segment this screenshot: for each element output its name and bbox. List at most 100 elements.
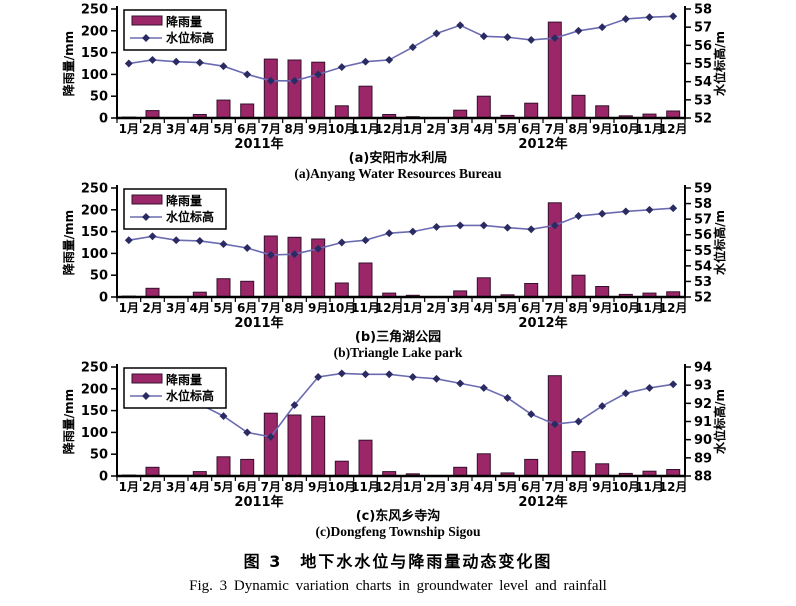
diamond-marker-icon (479, 221, 488, 230)
month-label: 3月 (166, 301, 186, 315)
right-tick-label: 53 (694, 93, 712, 108)
rainfall-bar (453, 466, 468, 477)
diamond-marker-icon (645, 13, 654, 22)
month-label: 9月 (592, 301, 612, 315)
left-tick-label: 250 (81, 182, 108, 197)
year-label: 2011年 (234, 136, 283, 152)
year-label: 2012年 (518, 494, 567, 510)
diamond-marker-icon (408, 43, 417, 52)
month-label: 3月 (450, 480, 470, 494)
diamond-marker-icon (337, 63, 346, 72)
chart-b-block: 降雨量 水位标高 0 50 100 150 200 250 52 53 54 55 56 57 58 59 1月… (0, 181, 796, 361)
month-label: 9月 (592, 122, 612, 136)
month-label: 5月 (497, 480, 517, 494)
diamond-marker-icon (124, 59, 133, 68)
month-label: 2月 (142, 301, 162, 315)
rainfall-bar (334, 282, 349, 298)
water-level-line (128, 15, 674, 82)
month-label: 6月 (521, 122, 541, 136)
month-label: 10月 (327, 301, 356, 315)
diamond-marker-icon (432, 29, 441, 38)
legend-level-label: 水位标高 (166, 209, 214, 224)
right-tick-label: 52 (694, 291, 712, 306)
diamond-marker-icon (148, 55, 157, 64)
diamond-marker-icon (385, 370, 394, 379)
diamond-marker-icon (172, 57, 181, 66)
rainfall-bar (571, 274, 586, 298)
left-tick-label: 100 (81, 426, 108, 441)
rainfall-bar (524, 458, 539, 477)
month-label: 7月 (545, 122, 565, 136)
rainfall-bar (240, 458, 255, 477)
diamond-marker-icon (337, 369, 346, 378)
legend-bar-swatch-icon (131, 194, 163, 205)
rainfall-bar (571, 94, 586, 119)
rainfall-bar (334, 105, 349, 119)
left-tick-label: 50 (90, 90, 108, 105)
rainfall-bar (595, 105, 610, 119)
rainfall-bar (311, 415, 326, 477)
diamond-marker-icon (195, 236, 204, 245)
month-label: 11月 (351, 122, 380, 136)
month-label: 1月 (119, 301, 139, 315)
year-label: 2011年 (234, 494, 283, 510)
left-tick-label: 0 (99, 112, 108, 127)
month-label: 7月 (261, 122, 281, 136)
month-label: 3月 (166, 122, 186, 136)
month-label: 6月 (521, 480, 541, 494)
diamond-marker-icon (219, 62, 228, 71)
rainfall-bar (524, 283, 539, 298)
month-label: 6月 (237, 122, 257, 136)
diamond-marker-icon (432, 222, 441, 231)
diamond-marker-icon (527, 35, 536, 44)
month-label: 9月 (592, 480, 612, 494)
right-axis-title: 水位标高/m (712, 389, 727, 454)
diamond-marker-icon (456, 379, 465, 388)
diamond-marker-icon (503, 223, 512, 232)
diamond-marker-icon (527, 225, 536, 234)
month-label: 10月 (327, 480, 356, 494)
diamond-marker-icon (432, 374, 441, 383)
month-label: 8月 (568, 122, 588, 136)
legend-level-label: 水位标高 (166, 30, 214, 45)
right-tick-label: 94 (694, 361, 712, 376)
rainfall-bar (476, 277, 491, 298)
month-label: 2月 (142, 122, 162, 136)
month-label: 2月 (426, 301, 446, 315)
month-label: 12月 (375, 122, 404, 136)
legend-level-label: 水位标高 (166, 388, 214, 403)
chart-b-caption-zh: (b)三角湖公园 (354, 330, 442, 345)
month-label: 12月 (375, 301, 404, 315)
diamond-marker-icon (669, 380, 678, 389)
month-label: 11月 (635, 122, 664, 136)
month-label: 7月 (545, 301, 565, 315)
left-tick-label: 200 (81, 382, 108, 397)
month-label: 12月 (659, 480, 688, 494)
diamond-marker-icon (456, 21, 465, 30)
month-label: 6月 (237, 301, 257, 315)
month-label: 5月 (497, 301, 517, 315)
right-tick-label: 58 (694, 3, 712, 18)
month-label: 3月 (450, 122, 470, 136)
month-label: 1月 (403, 480, 423, 494)
diamond-marker-icon (621, 389, 630, 398)
diamond-marker-icon (574, 26, 583, 35)
right-tick-label: 59 (694, 182, 712, 197)
right-tick-label: 89 (694, 451, 712, 466)
right-tick-label: 58 (694, 197, 712, 212)
month-label: 4月 (474, 480, 494, 494)
rainfall-bar (595, 463, 610, 477)
right-axis-title: 水位标高/m (712, 31, 727, 96)
rainfall-bar (524, 102, 539, 119)
left-tick-label: 0 (99, 470, 108, 485)
month-label: 4月 (190, 480, 210, 494)
left-tick-label: 250 (81, 3, 108, 18)
right-tick-label: 88 (694, 470, 712, 485)
